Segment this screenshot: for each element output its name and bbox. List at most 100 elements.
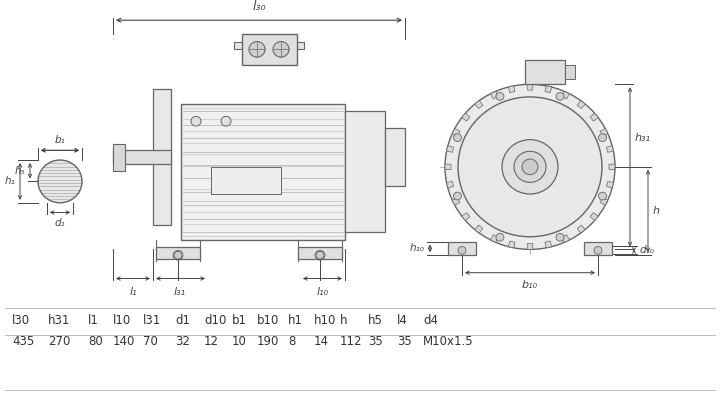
Bar: [584, 242, 612, 255]
Polygon shape: [452, 198, 460, 205]
Polygon shape: [38, 160, 82, 203]
Bar: [211, 167, 281, 194]
Text: l4: l4: [397, 314, 408, 327]
Text: b10: b10: [257, 314, 279, 327]
Circle shape: [458, 97, 602, 237]
Polygon shape: [446, 146, 454, 152]
Text: 140: 140: [113, 335, 135, 348]
Polygon shape: [508, 86, 515, 93]
Polygon shape: [508, 241, 515, 248]
Text: 10: 10: [232, 335, 247, 348]
Polygon shape: [590, 213, 598, 220]
Text: h: h: [653, 206, 660, 216]
Text: 435: 435: [12, 335, 35, 348]
Text: M10x1.5: M10x1.5: [423, 335, 474, 348]
Polygon shape: [562, 91, 570, 99]
Polygon shape: [452, 129, 460, 136]
Polygon shape: [462, 213, 470, 220]
Polygon shape: [545, 86, 552, 93]
Text: d4: d4: [423, 314, 438, 327]
Bar: [181, 104, 345, 240]
Circle shape: [273, 42, 289, 57]
Polygon shape: [446, 181, 454, 188]
Polygon shape: [577, 225, 585, 233]
Text: d₁₀: d₁₀: [640, 245, 655, 255]
Text: h31: h31: [48, 314, 71, 327]
Circle shape: [316, 251, 324, 259]
Circle shape: [458, 247, 466, 254]
Polygon shape: [527, 84, 533, 90]
Text: h₃₁: h₃₁: [635, 133, 651, 143]
Text: 32: 32: [175, 335, 190, 348]
Polygon shape: [462, 113, 470, 121]
Circle shape: [598, 192, 606, 200]
Circle shape: [514, 151, 546, 182]
Polygon shape: [606, 181, 613, 188]
Text: h₁: h₁: [4, 176, 15, 187]
Text: l₁: l₁: [129, 287, 137, 297]
Text: 70: 70: [143, 335, 158, 348]
Polygon shape: [545, 241, 552, 248]
Polygon shape: [474, 100, 483, 108]
Text: l₁₀: l₁₀: [316, 287, 328, 297]
Text: l₃₁: l₃₁: [174, 287, 186, 297]
Text: d10: d10: [204, 314, 226, 327]
Circle shape: [522, 159, 538, 175]
Bar: [345, 112, 385, 232]
Text: l30: l30: [12, 314, 30, 327]
Circle shape: [502, 140, 558, 194]
Polygon shape: [445, 164, 451, 170]
Polygon shape: [600, 198, 608, 205]
Text: 8: 8: [288, 335, 295, 348]
Text: 190: 190: [257, 335, 279, 348]
Polygon shape: [490, 235, 498, 243]
Text: 35: 35: [368, 335, 383, 348]
Text: l10: l10: [113, 314, 131, 327]
Text: 35: 35: [397, 335, 412, 348]
Text: h: h: [340, 314, 348, 327]
Text: d₁: d₁: [55, 218, 66, 228]
Bar: [525, 60, 565, 84]
Text: l₃₀: l₃₀: [252, 0, 266, 13]
Polygon shape: [527, 243, 533, 249]
Circle shape: [594, 247, 602, 254]
Circle shape: [556, 233, 564, 241]
Bar: [448, 242, 476, 255]
Polygon shape: [562, 235, 570, 243]
Circle shape: [454, 134, 462, 142]
Circle shape: [496, 93, 504, 100]
Polygon shape: [606, 146, 613, 152]
Circle shape: [454, 192, 462, 200]
Bar: [241, 34, 297, 65]
Text: 112: 112: [340, 335, 362, 348]
Circle shape: [191, 116, 201, 126]
Circle shape: [496, 233, 504, 241]
Text: h1: h1: [288, 314, 303, 327]
Text: h10: h10: [314, 314, 336, 327]
Text: 12: 12: [204, 335, 219, 348]
Circle shape: [556, 93, 564, 100]
Text: l31: l31: [143, 314, 161, 327]
Bar: [385, 128, 405, 186]
Bar: [298, 247, 342, 259]
Bar: [113, 144, 125, 171]
Circle shape: [445, 84, 615, 249]
Polygon shape: [577, 100, 585, 108]
Text: b₁₀: b₁₀: [522, 280, 538, 291]
Circle shape: [249, 42, 265, 57]
Text: h5: h5: [368, 314, 383, 327]
Text: l1: l1: [88, 314, 99, 327]
Bar: [234, 42, 304, 49]
Bar: [156, 247, 200, 259]
Text: h₅: h₅: [14, 166, 25, 176]
Circle shape: [598, 134, 606, 142]
Text: 14: 14: [314, 335, 329, 348]
Bar: [113, 150, 171, 164]
Polygon shape: [590, 113, 598, 121]
Text: 80: 80: [88, 335, 103, 348]
Bar: [565, 66, 575, 79]
Polygon shape: [490, 91, 498, 99]
Text: d1: d1: [175, 314, 190, 327]
Text: h₁₀: h₁₀: [410, 243, 425, 253]
Circle shape: [174, 251, 182, 259]
